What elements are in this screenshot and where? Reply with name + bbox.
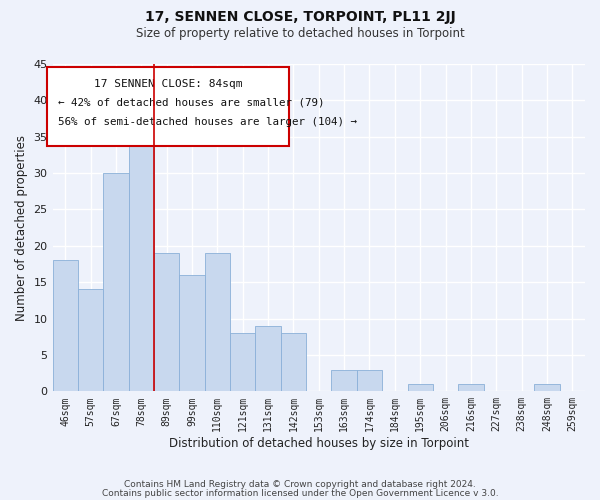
Bar <box>205 253 230 392</box>
Bar <box>534 384 560 392</box>
Y-axis label: Number of detached properties: Number of detached properties <box>15 134 28 320</box>
Bar <box>103 173 128 392</box>
Bar <box>154 253 179 392</box>
Bar <box>179 275 205 392</box>
Text: 56% of semi-detached houses are larger (104) →: 56% of semi-detached houses are larger (… <box>58 117 357 127</box>
Bar <box>128 144 154 392</box>
Bar <box>281 333 306 392</box>
Text: Contains public sector information licensed under the Open Government Licence v : Contains public sector information licen… <box>101 489 499 498</box>
Bar <box>357 370 382 392</box>
Text: 17, SENNEN CLOSE, TORPOINT, PL11 2JJ: 17, SENNEN CLOSE, TORPOINT, PL11 2JJ <box>145 10 455 24</box>
Bar <box>331 370 357 392</box>
FancyBboxPatch shape <box>47 68 289 146</box>
Text: ← 42% of detached houses are smaller (79): ← 42% of detached houses are smaller (79… <box>58 98 325 108</box>
Text: Size of property relative to detached houses in Torpoint: Size of property relative to detached ho… <box>136 28 464 40</box>
Bar <box>53 260 78 392</box>
Text: 17 SENNEN CLOSE: 84sqm: 17 SENNEN CLOSE: 84sqm <box>94 78 242 88</box>
Bar <box>230 333 256 392</box>
Bar <box>407 384 433 392</box>
Bar <box>256 326 281 392</box>
Bar <box>458 384 484 392</box>
Text: Contains HM Land Registry data © Crown copyright and database right 2024.: Contains HM Land Registry data © Crown c… <box>124 480 476 489</box>
X-axis label: Distribution of detached houses by size in Torpoint: Distribution of detached houses by size … <box>169 437 469 450</box>
Bar <box>78 290 103 392</box>
